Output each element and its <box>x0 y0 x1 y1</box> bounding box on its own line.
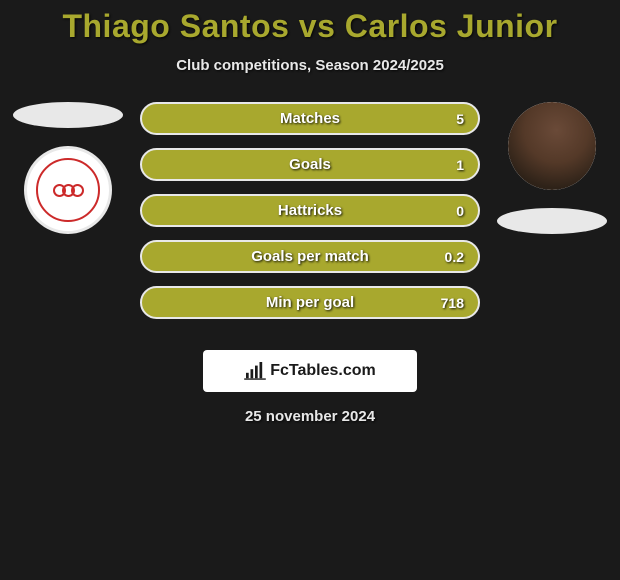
left-placeholder-ellipse <box>13 102 123 128</box>
comparison-title: Thiago Santos vs Carlos Junior <box>0 0 620 45</box>
right-player-column <box>492 102 612 234</box>
stat-value: 718 <box>441 295 464 311</box>
comparison-date: 25 november 2024 <box>0 408 620 425</box>
stat-value: 0.2 <box>445 249 464 265</box>
stat-label: Goals per match <box>251 248 369 265</box>
right-placeholder-ellipse <box>497 208 607 234</box>
left-player-column <box>8 102 128 234</box>
stat-bar-goals: Goals 1 <box>140 148 480 181</box>
brand-label: FcTables.com <box>270 362 376 380</box>
stat-value: 5 <box>456 111 464 127</box>
stat-bar-hattricks: Hattricks 0 <box>140 194 480 227</box>
stat-bar-matches: Matches 5 <box>140 102 480 135</box>
left-club-badge <box>24 146 112 234</box>
stat-bar-goals-per-match: Goals per match 0.2 <box>140 240 480 273</box>
stat-value: 0 <box>456 203 464 219</box>
stat-value: 1 <box>456 157 464 173</box>
stat-bars: Matches 5 Goals 1 Hattricks 0 Goals per … <box>140 102 480 319</box>
comparison-subtitle: Club competitions, Season 2024/2025 <box>0 57 620 74</box>
player-photo-icon <box>508 102 596 190</box>
brand-box[interactable]: FcTables.com <box>203 350 417 392</box>
stat-label: Matches <box>280 110 340 127</box>
club-badge-inner <box>36 158 100 222</box>
bars-chart-icon <box>244 362 266 380</box>
stat-bar-min-per-goal: Min per goal 718 <box>140 286 480 319</box>
stat-label: Min per goal <box>266 294 354 311</box>
right-player-avatar <box>508 102 596 190</box>
stat-label: Goals <box>289 156 331 173</box>
comparison-content: Matches 5 Goals 1 Hattricks 0 Goals per … <box>0 102 620 332</box>
stat-label: Hattricks <box>278 202 342 219</box>
club-rings-icon <box>55 184 82 197</box>
